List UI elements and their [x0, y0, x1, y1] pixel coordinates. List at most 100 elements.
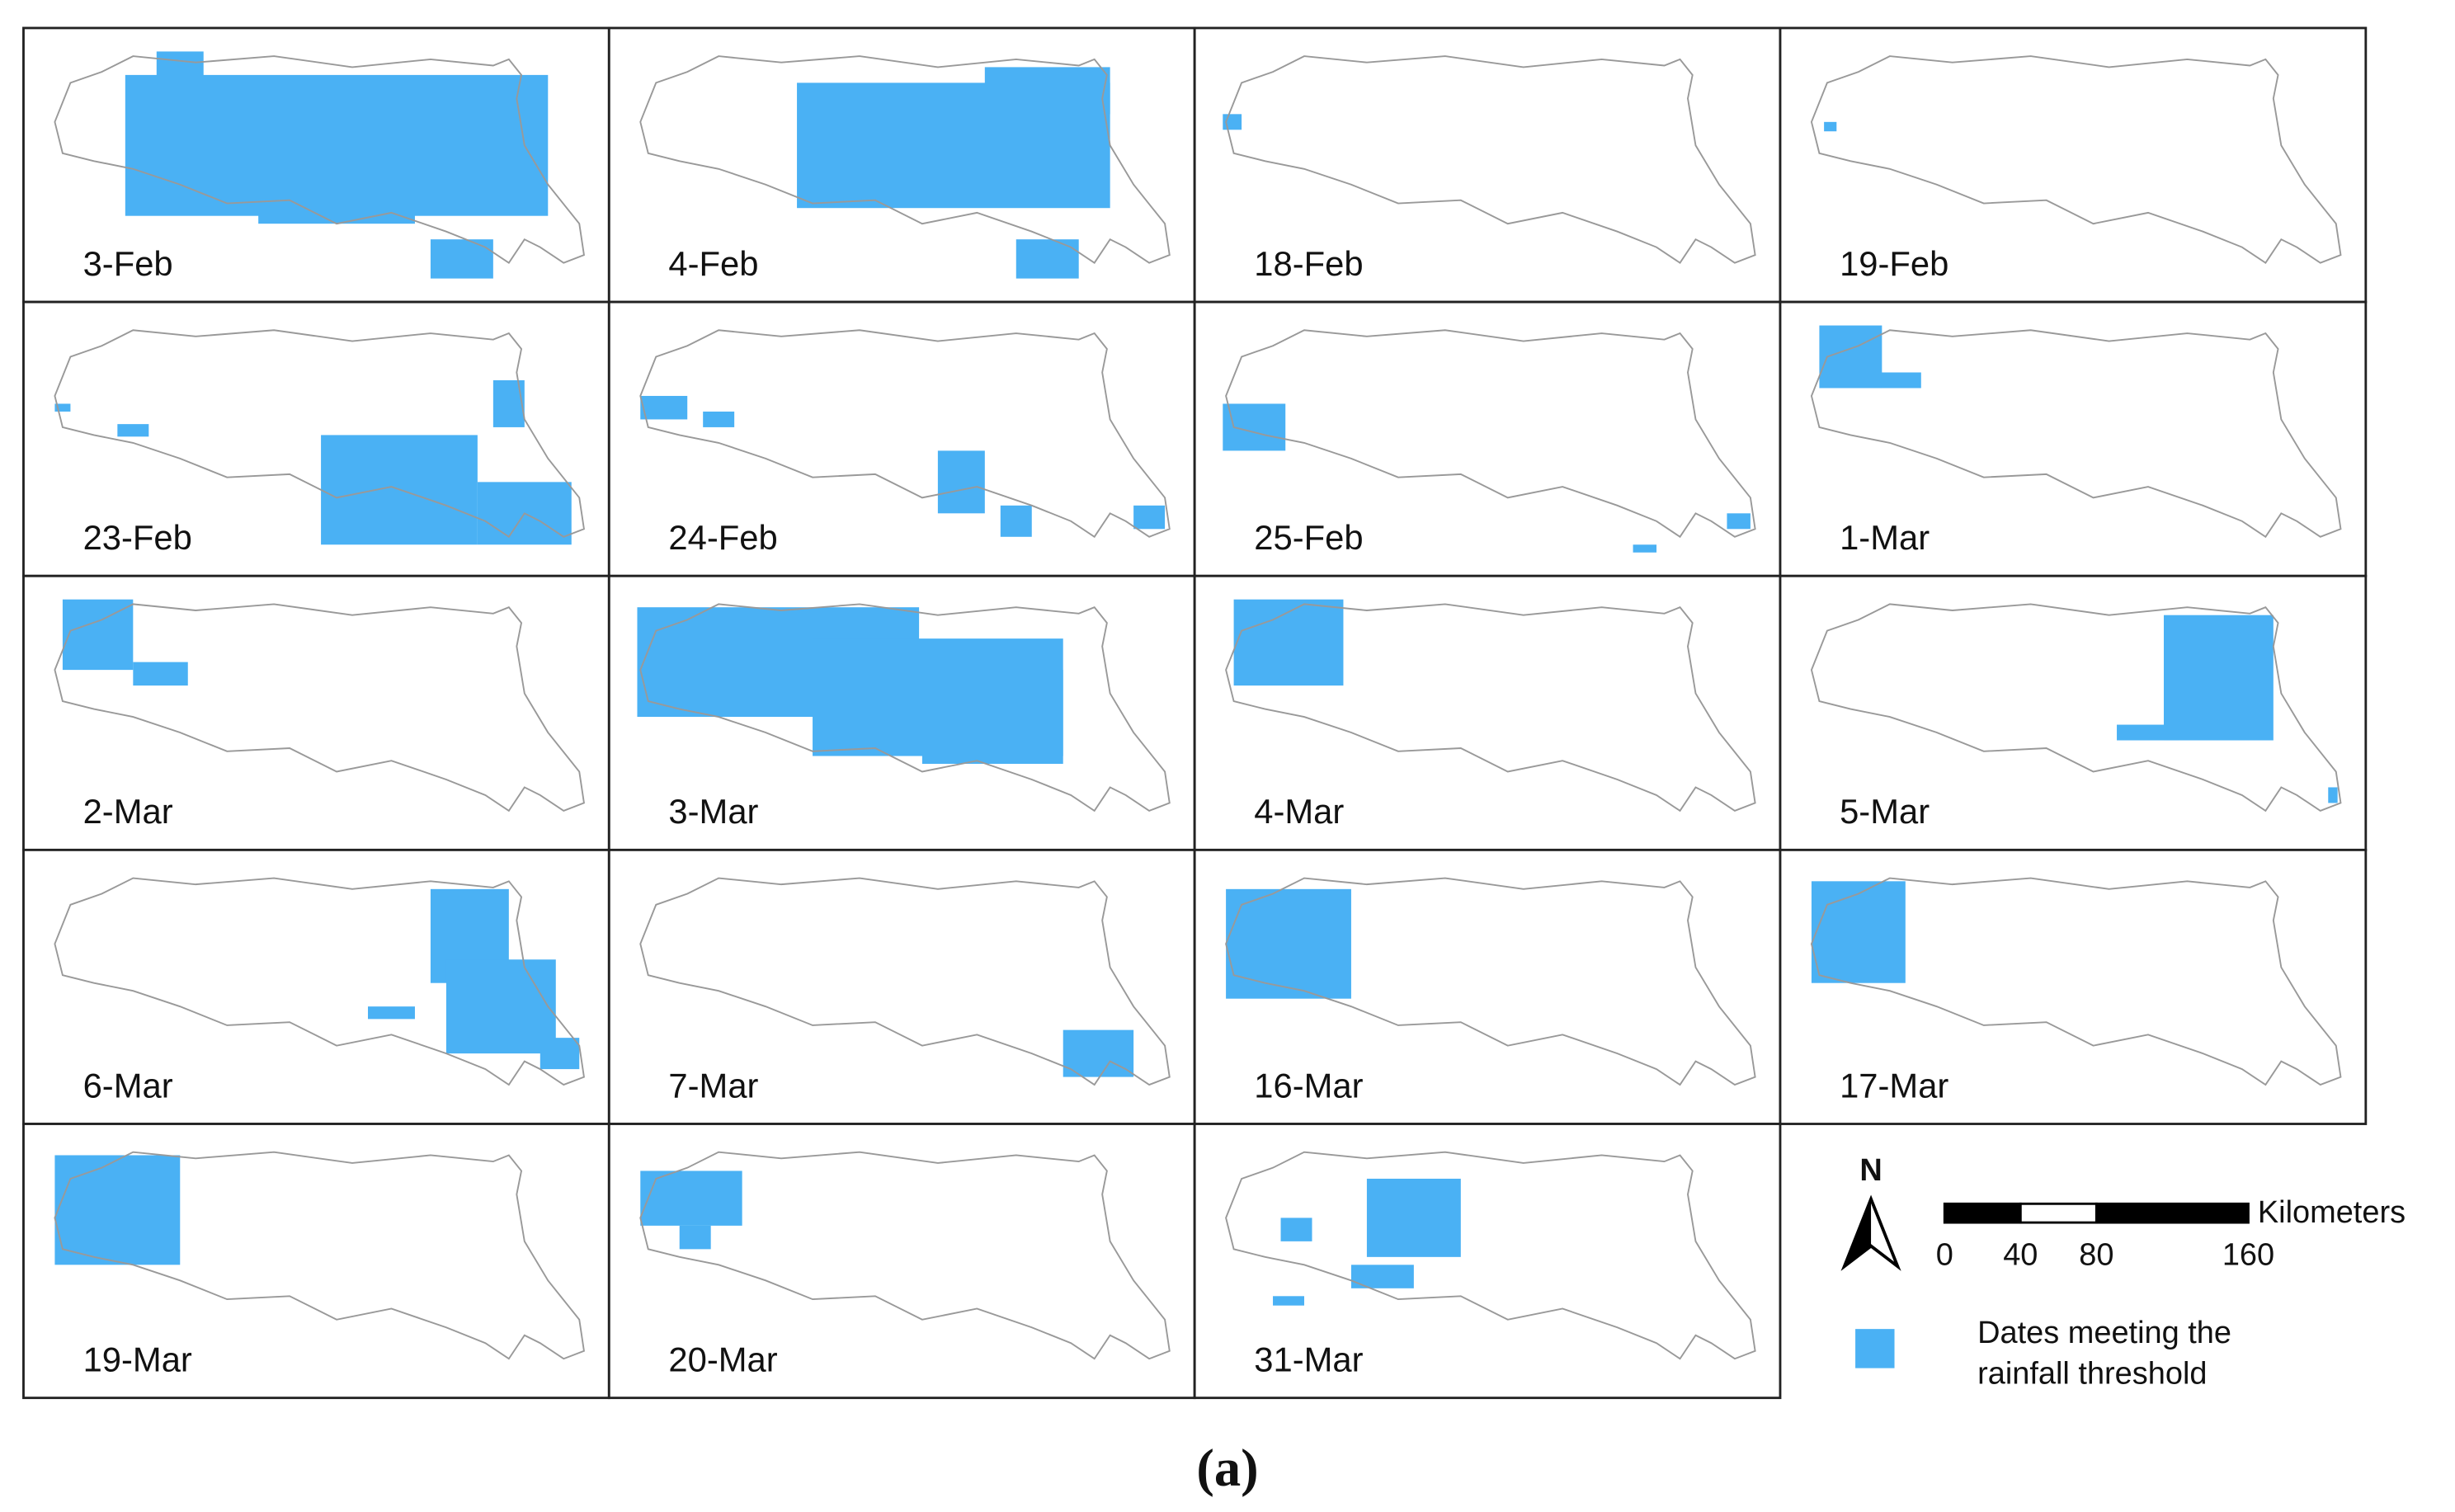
panel-label: 4-Feb — [668, 244, 758, 283]
scale-tick-label: 0 — [1936, 1237, 1953, 1272]
panel-label: 18-Feb — [1254, 244, 1363, 283]
scale-tick-label: 80 — [2079, 1237, 2113, 1272]
region-outline — [54, 877, 585, 1086]
rainfall-area — [921, 670, 1063, 764]
rainfall-area — [679, 1225, 711, 1250]
rainfall-area — [1633, 544, 1657, 553]
map-panel: 18-Feb — [1193, 26, 1782, 304]
panel-label: 23-Feb — [83, 518, 192, 557]
panel-label: 17-Mar — [1840, 1066, 1948, 1105]
rainfall-area — [1727, 513, 1751, 530]
rainfall-area — [430, 239, 493, 279]
panel-label: 4-Mar — [1254, 792, 1344, 831]
rainfall-area — [1819, 325, 1882, 389]
map-panel: 4-Feb — [607, 26, 1196, 304]
panel-label: 24-Feb — [668, 518, 777, 557]
map-panel: 23-Feb — [22, 300, 610, 577]
legend-swatch — [1855, 1329, 1895, 1368]
panel-border — [1779, 26, 2368, 304]
rainfall-area — [1133, 505, 1166, 530]
region-outline — [1225, 329, 1756, 539]
rainfall-area — [703, 411, 735, 427]
scale-segment — [2095, 1202, 2250, 1224]
map-panel: 3-Feb — [22, 26, 610, 304]
rainfall-area — [640, 395, 688, 420]
rainfall-area — [54, 403, 71, 412]
map-panel: 3-Mar — [607, 574, 1196, 851]
panel-label: 31-Mar — [1254, 1340, 1363, 1378]
legend-text: Dates meeting the — [1977, 1316, 2231, 1350]
rainfall-area — [54, 1155, 181, 1265]
scale-segment — [2019, 1202, 2098, 1224]
rainfall-area — [937, 450, 985, 514]
region-outline — [1225, 1151, 1756, 1360]
region-outline — [639, 877, 1171, 1086]
rainfall-area — [1226, 888, 1351, 999]
panel-border — [607, 300, 1196, 577]
region-outline — [1810, 877, 2342, 1086]
panel-label: 5-Mar — [1840, 792, 1930, 831]
panel-border — [1193, 1123, 1782, 1400]
map-panel: 19-Mar — [22, 1123, 610, 1400]
map-panel: 19-Feb — [1779, 26, 2368, 304]
rainfall-area — [1873, 372, 1921, 389]
region-outline — [1225, 55, 1756, 264]
map-panel: 17-Mar — [1779, 848, 2368, 1125]
rainfall-area — [1015, 239, 1079, 279]
region-outline — [54, 55, 585, 264]
panel-label: 7-Mar — [668, 1066, 758, 1105]
rainfall-area — [1233, 599, 1344, 686]
rainfall-area — [1273, 1296, 1304, 1306]
rainfall-area — [258, 200, 415, 224]
region-outline — [54, 603, 585, 813]
rainfall-area — [1811, 881, 1906, 983]
caption: (a) — [1196, 1438, 1258, 1497]
region-outline — [1810, 55, 2342, 264]
rainfall-area — [1223, 403, 1286, 451]
rainfall-area — [156, 51, 204, 83]
panel-label: 19-Mar — [83, 1340, 192, 1378]
panel-label: 19-Feb — [1840, 244, 1948, 283]
north-arrow-fill — [1844, 1199, 1872, 1267]
rainfall-area — [1824, 121, 1837, 132]
rainfall-area — [1366, 1178, 1461, 1257]
map-panel: 5-Mar — [1779, 574, 2368, 851]
region-outline — [639, 55, 1171, 264]
rainfall-area — [1000, 505, 1032, 537]
region-outline — [639, 329, 1171, 539]
map-panel: 16-Mar — [1193, 848, 1782, 1125]
rainfall-area — [125, 74, 549, 216]
scale-tick-label: 160 — [2222, 1237, 2274, 1272]
north-label: N — [1859, 1153, 1882, 1188]
rainfall-area — [133, 662, 188, 686]
scale-bar: 0 40 80 160 — [1936, 1202, 2274, 1272]
panel-border — [1193, 300, 1782, 577]
panel-label: 25-Feb — [1254, 518, 1363, 557]
panel-label: 3-Mar — [668, 792, 758, 831]
map-panel: 2-Mar — [22, 574, 610, 851]
region-outline — [1225, 877, 1756, 1086]
rainfall-area — [368, 1006, 415, 1020]
rainfall-area — [445, 959, 556, 1054]
scale-tick-label: 40 — [2003, 1237, 2038, 1272]
panel-border — [607, 848, 1196, 1125]
rainfall-area — [1280, 1218, 1312, 1241]
panel-label: 16-Mar — [1254, 1066, 1363, 1105]
map-panel: 7-Mar — [607, 848, 1196, 1125]
rainfall-area — [640, 1171, 742, 1226]
region-outline — [54, 1151, 585, 1360]
panel-border — [1193, 26, 1782, 304]
panel-label: 6-Mar — [83, 1066, 173, 1105]
panel-grid: 3-Feb 4-Feb 18-Feb 19-Feb 23-Feb 24-Feb 25-Feb… — [22, 26, 2368, 1400]
rainfall-area — [2117, 724, 2179, 741]
region-outline — [639, 1151, 1171, 1360]
rainfall-area — [2163, 615, 2274, 741]
map-panel: 6-Mar — [22, 848, 610, 1125]
map-panel: 20-Mar — [607, 1123, 1196, 1400]
panel-label: 1-Mar — [1840, 518, 1930, 557]
region-outline — [639, 603, 1171, 813]
rainfall-area — [984, 67, 1110, 115]
rainfall-area — [540, 1038, 580, 1070]
region-outline — [54, 329, 585, 539]
rainfall-area — [2328, 787, 2338, 803]
